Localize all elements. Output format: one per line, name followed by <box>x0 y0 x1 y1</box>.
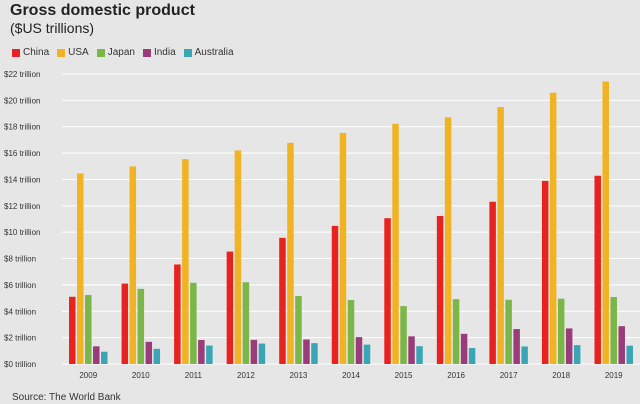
bar-china-2017 <box>489 201 496 364</box>
bar-australia-2012 <box>258 343 266 364</box>
bar-india-2015 <box>408 336 415 364</box>
x-tick-label: 2012 <box>237 371 255 380</box>
y-tick-label: $6 trillion <box>4 281 36 290</box>
bar-usa-2013 <box>287 142 294 364</box>
bar-india-2009 <box>93 346 100 364</box>
x-tick-label: 2010 <box>132 371 150 380</box>
chart-subtitle: ($US trillions) <box>10 20 95 36</box>
bar-australia-2011 <box>206 345 213 364</box>
bar-usa-2017 <box>497 107 504 364</box>
y-tick-label: $20 trillion <box>4 96 40 105</box>
legend-label-japan: Japan <box>107 47 135 58</box>
bar-usa-2011 <box>182 159 189 364</box>
y-tick-label: $8 trillion <box>4 255 36 264</box>
legend-item-usa: USA <box>57 47 89 58</box>
bar-india-2012 <box>250 339 258 364</box>
legend-label-australia: Australia <box>194 47 234 58</box>
legend-label-china: China <box>23 47 50 58</box>
bar-china-2013 <box>279 237 286 364</box>
bar-usa-2014 <box>339 132 347 364</box>
y-tick-label: $14 trillion <box>4 175 40 184</box>
y-tick-label: $16 trillion <box>4 149 40 158</box>
legend-item-japan: Japan <box>96 47 135 58</box>
x-tick-label: 2017 <box>500 371 518 380</box>
x-tick-label: 2018 <box>552 371 570 380</box>
bar-chart: $0 trillion $2 trillion $4 trillion $6 tril… <box>4 70 640 380</box>
bar-india-2011 <box>198 340 205 364</box>
legend-label-usa: USA <box>68 47 89 58</box>
bar-japan-2017 <box>505 299 512 364</box>
y-tick-label: $22 trillion <box>4 70 40 79</box>
x-tick-label: 2011 <box>185 371 203 380</box>
y-tick-label: $10 trillion <box>4 228 40 237</box>
bar-australia-2009 <box>101 351 108 364</box>
legend-item-australia: Australia <box>183 47 234 58</box>
bar-india-2016 <box>460 333 468 364</box>
bar-china-2014 <box>331 225 339 364</box>
bar-usa-2010 <box>129 166 137 364</box>
bar-india-2018 <box>565 328 573 364</box>
bar-japan-2015 <box>400 306 407 364</box>
bar-australia-2018 <box>573 345 581 364</box>
source-note: Source: The World Bank <box>12 392 121 403</box>
bar-india-2017 <box>513 329 520 364</box>
bar-india-2013 <box>303 339 310 364</box>
bar-china-2010 <box>121 283 129 364</box>
x-tick-label: 2015 <box>395 371 413 380</box>
bar-usa-2009 <box>77 173 84 364</box>
legend-item-india: India <box>142 47 176 58</box>
y-tick-label: $18 trillion <box>4 123 40 132</box>
bar-australia-2019 <box>626 345 633 364</box>
bar-japan-2013 <box>295 295 302 364</box>
bar-china-2012 <box>226 251 234 364</box>
bar-australia-2016 <box>468 348 476 364</box>
x-tick-label: 2014 <box>342 371 360 380</box>
bar-china-2011 <box>174 264 181 364</box>
bar-australia-2014 <box>363 344 371 364</box>
chart-title: Gross domestic product <box>10 2 195 19</box>
bar-japan-2019 <box>610 297 617 364</box>
bar-china-2016 <box>436 215 444 364</box>
bar-australia-2015 <box>416 346 423 364</box>
bar-japan-2018 <box>557 298 565 364</box>
bar-australia-2017 <box>521 346 528 364</box>
legend-label-india: India <box>153 47 176 58</box>
bar-china-2018 <box>541 180 549 364</box>
bar-usa-2016 <box>444 117 452 364</box>
bar-usa-2012 <box>234 150 242 364</box>
legend-swatch-japan <box>96 48 105 57</box>
x-tick-label: 2016 <box>447 371 465 380</box>
bar-japan-2010 <box>137 288 145 364</box>
legend-swatch-china <box>12 48 20 57</box>
bar-japan-2012 <box>242 282 250 364</box>
bar-usa-2019 <box>602 81 609 364</box>
y-tick-label: $2 trillion <box>4 334 36 343</box>
bar-china-2009 <box>69 296 76 364</box>
bar-usa-2018 <box>549 92 557 364</box>
y-tick-label: $0 trillion <box>4 360 36 369</box>
legend-swatch-australia <box>183 48 192 57</box>
bar-japan-2016 <box>452 299 460 364</box>
bar-india-2014 <box>355 337 363 364</box>
bar-japan-2011 <box>190 282 197 364</box>
bar-usa-2015 <box>392 123 399 364</box>
bar-india-2019 <box>618 326 625 364</box>
bar-japan-2014 <box>347 300 355 364</box>
y-tick-label: $4 trillion <box>4 307 36 316</box>
bar-australia-2013 <box>311 343 318 364</box>
y-tick-label: $12 trillion <box>4 202 40 211</box>
legend-item-china: China <box>12 47 49 58</box>
chart-legend: China USA Japan India Australia <box>12 47 234 58</box>
x-tick-label: 2009 <box>79 371 97 380</box>
bar-china-2019 <box>594 175 601 364</box>
x-tick-label: 2013 <box>290 371 308 380</box>
bar-india-2010 <box>145 341 153 364</box>
bar-japan-2009 <box>85 295 92 364</box>
x-tick-label: 2019 <box>605 371 623 380</box>
bar-australia-2010 <box>153 348 161 364</box>
legend-swatch-usa <box>57 48 66 57</box>
bar-china-2015 <box>384 218 391 364</box>
legend-swatch-india <box>142 48 151 57</box>
